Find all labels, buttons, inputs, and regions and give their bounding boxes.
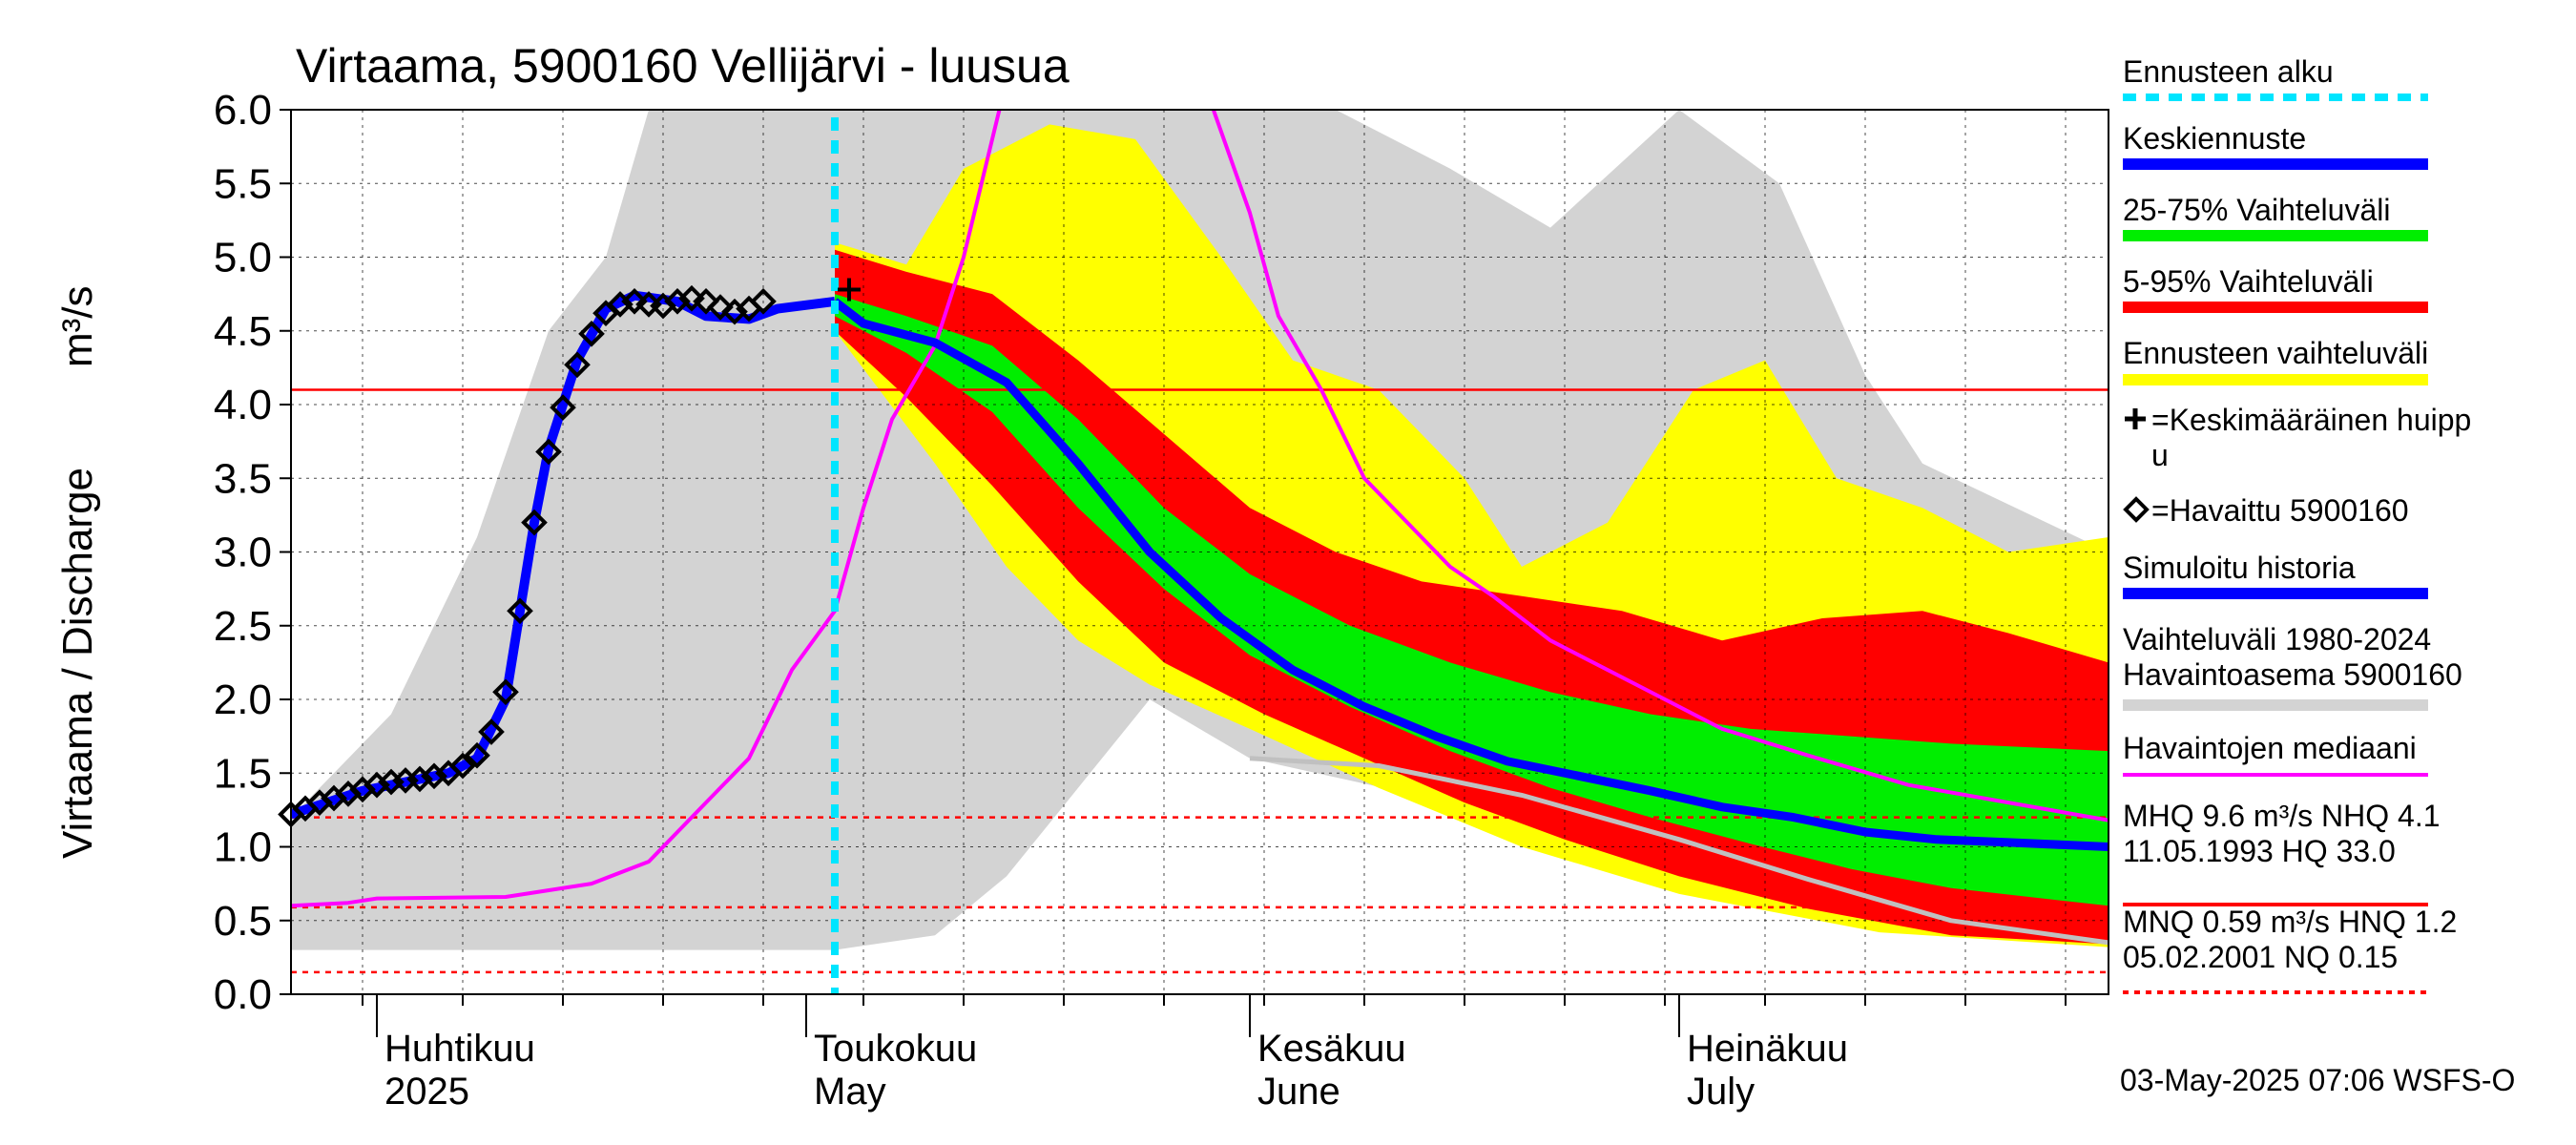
- y-tick-label: 5.5: [214, 160, 272, 207]
- legend: Ennusteen alku Keskiennuste 25-75% Vaihtel…: [2123, 54, 2471, 994]
- observed-point: [550, 394, 576, 421]
- x-month-sublabel: May: [814, 1071, 886, 1113]
- legend-label: 5-95% Vaihteluväli: [2123, 264, 2374, 299]
- x-month-sublabel: June: [1257, 1071, 1340, 1113]
- legend-label-line2: Havaintoasema 5900160: [2123, 657, 2462, 692]
- x-month-label: Toukokuu: [814, 1028, 977, 1070]
- legend-label: Ennusteen alku: [2123, 54, 2334, 89]
- y-tick-label: 0.0: [214, 971, 272, 1018]
- observed-point: [492, 678, 519, 706]
- observed-point: [535, 438, 562, 466]
- y-tick-label: 0.5: [214, 898, 272, 945]
- observed-point: [578, 321, 605, 347]
- plot-grid: [291, 109, 2109, 995]
- legend-plus-icon: [2125, 408, 2146, 429]
- observed-point: [707, 294, 734, 321]
- footer-timestamp: 03-May-2025 07:06 WSFS-O: [2120, 1063, 2515, 1097]
- legend-label: 25-75% Vaihteluväli: [2123, 193, 2390, 227]
- y-tick-label: 3.5: [214, 455, 272, 502]
- legend-label: Keskiennuste: [2123, 121, 2306, 156]
- y-axis-label: Virtaama / Discharge: [54, 468, 101, 859]
- x-month-label: Huhtikuu: [384, 1028, 535, 1070]
- observed-point: [521, 509, 548, 536]
- observed-point: [449, 752, 476, 780]
- series-forecast-mean: [832, 298, 2109, 851]
- y-tick-label: 1.5: [214, 750, 272, 797]
- observed-point: [678, 284, 705, 312]
- y-tick-label: 3.0: [214, 530, 272, 576]
- y-tick-label: 2.5: [214, 603, 272, 650]
- x-month-sublabel: July: [1687, 1071, 1755, 1113]
- y-ticks: 0.0 0.5 1.0 1.5 2.0 2.5 3.0 3.5 4.0 4.5 5.0 5.5 6.0: [214, 87, 291, 1018]
- observed-point: [621, 288, 648, 315]
- y-tick-label: 2.0: [214, 677, 272, 723]
- observed-point: [507, 597, 533, 625]
- legend-label: =Keskimääräinen huipp: [2151, 403, 2471, 437]
- legend-label-line2: 05.02.2001 NQ 0.15: [2123, 940, 2398, 974]
- y-tick-label: 6.0: [214, 87, 272, 134]
- legend-label: MNQ 0.59 m³/s HNQ 1.2: [2123, 905, 2457, 939]
- band-p25_75: [835, 294, 2109, 906]
- legend-label: Havaintojen mediaani: [2123, 731, 2417, 765]
- x-month-label: Heinäkuu: [1687, 1028, 1848, 1070]
- y-tick-label: 4.0: [214, 382, 272, 428]
- legend-label: MHQ 9.6 m³/s NHQ 4.1: [2123, 799, 2441, 833]
- mean-peak-marker: [838, 278, 861, 302]
- observed-point: [478, 718, 505, 745]
- observed-point: [693, 288, 719, 315]
- y-tick-label: 5.0: [214, 235, 272, 281]
- series-median: [291, 110, 2109, 908]
- legend-label-line2: u: [2151, 438, 2169, 472]
- observed-point: [564, 351, 591, 379]
- legend-label-line2: 11.05.1993 HQ 33.0: [2123, 834, 2396, 868]
- y-axis-unit: m³/s: [54, 285, 101, 367]
- observed-point: [464, 741, 490, 769]
- plot-series: [278, 110, 2109, 994]
- legend-label: Vaihteluväli 1980-2024: [2123, 622, 2431, 656]
- chart-title: Virtaama, 5900160 Vellijärvi - luusua: [296, 39, 1070, 93]
- legend-label: =Havaittu 5900160: [2151, 493, 2409, 528]
- y-tick-label: 4.5: [214, 308, 272, 355]
- observed-point: [750, 288, 777, 315]
- legend-label: Ennusteen vaihteluväli: [2123, 336, 2428, 370]
- legend-diamond-icon: [2123, 496, 2150, 523]
- x-month-label: Kesäkuu: [1257, 1028, 1406, 1070]
- x-month-sublabel: 2025: [384, 1071, 469, 1113]
- legend-label: Simuloitu historia: [2123, 551, 2356, 585]
- series-obs-station-range: [1249, 756, 2109, 946]
- y-tick-label: 1.0: [214, 824, 272, 871]
